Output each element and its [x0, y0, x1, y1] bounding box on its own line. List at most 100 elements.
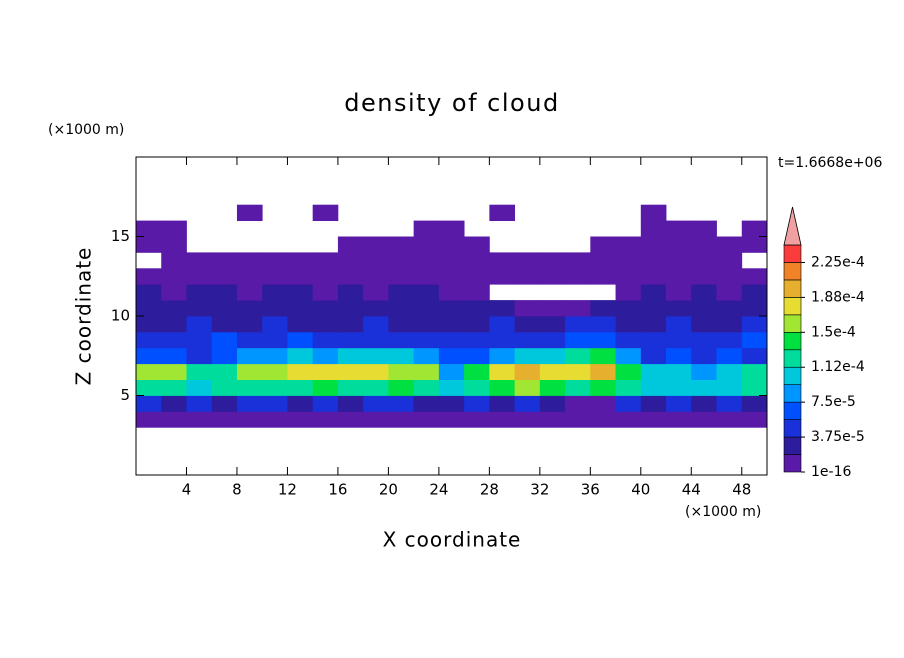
contour-cell — [565, 268, 591, 285]
colorbar-band — [783, 244, 802, 263]
contour-cell — [489, 395, 515, 412]
x-tick-label: 36 — [581, 481, 600, 499]
x-unit: (×1000 m) — [685, 504, 761, 520]
contour-cell — [615, 284, 642, 301]
contour-cell — [211, 284, 238, 301]
contour-cell — [615, 236, 642, 253]
colorbar-tick-label: 2.25e-4 — [811, 254, 865, 270]
contour-cell — [615, 331, 642, 349]
contour-cell — [161, 252, 187, 269]
contour-cell — [161, 411, 187, 428]
contour-cell — [741, 236, 768, 253]
contour-cell — [262, 347, 288, 365]
contour-cell — [337, 252, 364, 269]
contour-cell — [489, 204, 515, 221]
contour-cell — [287, 316, 314, 333]
contour-cell — [136, 363, 162, 380]
contour-cell — [691, 252, 717, 269]
contour-cell — [186, 252, 213, 269]
contour-cell — [539, 331, 566, 349]
contour-cell — [741, 379, 768, 396]
contour-cell — [640, 395, 667, 412]
contour-cell — [539, 363, 566, 380]
contour-cell — [615, 347, 642, 365]
colorbar-band — [783, 401, 802, 420]
contour-cell — [691, 347, 717, 365]
colorbar-band — [783, 436, 802, 455]
contour-cell — [666, 411, 692, 428]
contour-cell — [287, 284, 314, 301]
contour-cell — [262, 395, 288, 412]
contour-cell — [438, 395, 465, 412]
contour-cell — [615, 411, 642, 428]
contour-cell — [615, 363, 642, 380]
contour-cell — [413, 347, 440, 365]
contour-cell — [741, 268, 768, 285]
contour-cell — [539, 379, 566, 396]
colorbar-band — [783, 366, 802, 385]
colorbar-extend — [783, 206, 802, 246]
contour-cell — [489, 379, 515, 396]
contour-cell — [413, 411, 440, 428]
contour-cell — [312, 300, 339, 317]
contour-cell — [236, 331, 263, 349]
colorbar-tick-label: 1e-16 — [811, 464, 851, 480]
colorbar-tick-label: 7.5e-5 — [811, 394, 856, 410]
contour-cell — [413, 220, 440, 237]
contour-cell — [312, 331, 339, 349]
contour-cell — [161, 220, 187, 237]
contour-cell — [161, 268, 187, 285]
contour-cell — [388, 411, 415, 428]
contour-cell — [287, 252, 314, 269]
contour-cell — [640, 331, 667, 349]
contour-cell — [413, 252, 440, 269]
x-tick-label: 40 — [631, 481, 650, 499]
x-tick-label: 48 — [732, 481, 751, 499]
contour-cell — [413, 331, 440, 349]
contour-cell — [666, 252, 692, 269]
contour-cell — [363, 379, 389, 396]
contour-cell — [337, 331, 364, 349]
contour-cell — [565, 331, 591, 349]
contour-cell — [514, 300, 541, 317]
contour-cell — [262, 300, 288, 317]
contour-cell — [136, 236, 162, 253]
contour-cell — [514, 316, 541, 333]
contour-cell — [287, 363, 314, 380]
contour-cell — [287, 379, 314, 396]
contour-cell — [287, 268, 314, 285]
contour-cell — [590, 316, 616, 333]
contour-cell — [211, 363, 238, 380]
contour-cell — [514, 268, 541, 285]
y-tick-label: 5 — [120, 386, 130, 404]
contour-cell — [716, 363, 743, 380]
contour-cell — [514, 331, 541, 349]
contour-cell — [716, 347, 743, 365]
colorbar-band — [783, 314, 802, 333]
contour-cell — [666, 220, 692, 237]
contour-cell — [716, 268, 743, 285]
contour-cell — [236, 316, 263, 333]
contour-cell — [666, 268, 692, 285]
contour-cell — [438, 236, 465, 253]
contour-cell — [438, 331, 465, 349]
contour-cell — [741, 411, 768, 428]
contour-cell — [666, 395, 692, 412]
contour-cell — [312, 411, 339, 428]
contour-cell — [666, 284, 692, 301]
contour-cell — [312, 379, 339, 396]
contour-cell — [236, 347, 263, 365]
contour-cell — [716, 316, 743, 333]
x-tick-label: 20 — [379, 481, 398, 499]
contour-cell — [666, 347, 692, 365]
contour-cell — [514, 363, 541, 380]
contour-cell — [312, 316, 339, 333]
contour-cell — [312, 268, 339, 285]
contour-cell — [590, 395, 616, 412]
contour-cell — [186, 411, 213, 428]
contour-cell — [640, 411, 667, 428]
colorbar-tick-label: 1.12e-4 — [811, 359, 865, 375]
y-unit: (×1000 m) — [48, 122, 124, 138]
contour-cell — [691, 316, 717, 333]
